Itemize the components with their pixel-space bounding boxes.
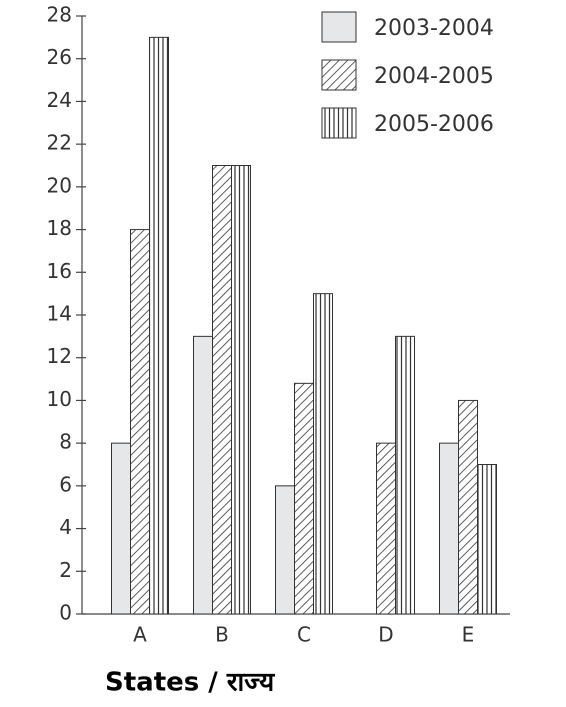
y-tick-label: 6 bbox=[59, 472, 72, 496]
bar bbox=[477, 464, 497, 615]
bar bbox=[231, 165, 251, 615]
x-tick-label: E bbox=[462, 623, 475, 647]
legend-label: 2005-2006 bbox=[374, 112, 494, 137]
bar bbox=[111, 442, 131, 615]
legend-label: 2003-2004 bbox=[374, 16, 494, 41]
bar bbox=[149, 36, 169, 615]
bar bbox=[130, 229, 150, 615]
y-tick-label: 14 bbox=[47, 302, 72, 326]
y-tick-label: 24 bbox=[47, 88, 72, 112]
bar bbox=[275, 485, 295, 615]
bar bbox=[439, 442, 459, 615]
x-tick-label: D bbox=[378, 623, 393, 647]
y-tick-label: 26 bbox=[47, 45, 72, 69]
legend-swatch bbox=[321, 107, 357, 139]
bar bbox=[395, 335, 415, 615]
bar bbox=[458, 399, 478, 615]
bar bbox=[376, 442, 396, 615]
y-tick-label: 20 bbox=[47, 173, 72, 197]
y-tick-label: 16 bbox=[47, 259, 72, 283]
y-tick-label: 4 bbox=[59, 515, 72, 539]
legend-label: 2004-2005 bbox=[374, 64, 494, 89]
x-tick-label: B bbox=[215, 623, 229, 647]
legend-swatch bbox=[321, 11, 357, 43]
bar bbox=[313, 293, 333, 615]
y-tick-label: 10 bbox=[47, 387, 72, 411]
y-tick-label: 0 bbox=[59, 601, 72, 625]
bar bbox=[193, 335, 213, 615]
x-axis-label: States / राज्य bbox=[105, 668, 275, 698]
y-tick-label: 2 bbox=[59, 558, 72, 582]
y-tick-label: 22 bbox=[47, 131, 72, 155]
y-tick-label: 18 bbox=[47, 216, 72, 240]
y-tick-label: 28 bbox=[47, 3, 72, 27]
y-tick-label: 8 bbox=[59, 430, 72, 454]
x-tick-label: A bbox=[133, 623, 147, 647]
y-tick-label: 12 bbox=[47, 344, 72, 368]
x-tick-label: C bbox=[297, 623, 311, 647]
bar bbox=[212, 165, 232, 615]
bar bbox=[294, 382, 314, 615]
legend-swatch bbox=[321, 59, 357, 91]
